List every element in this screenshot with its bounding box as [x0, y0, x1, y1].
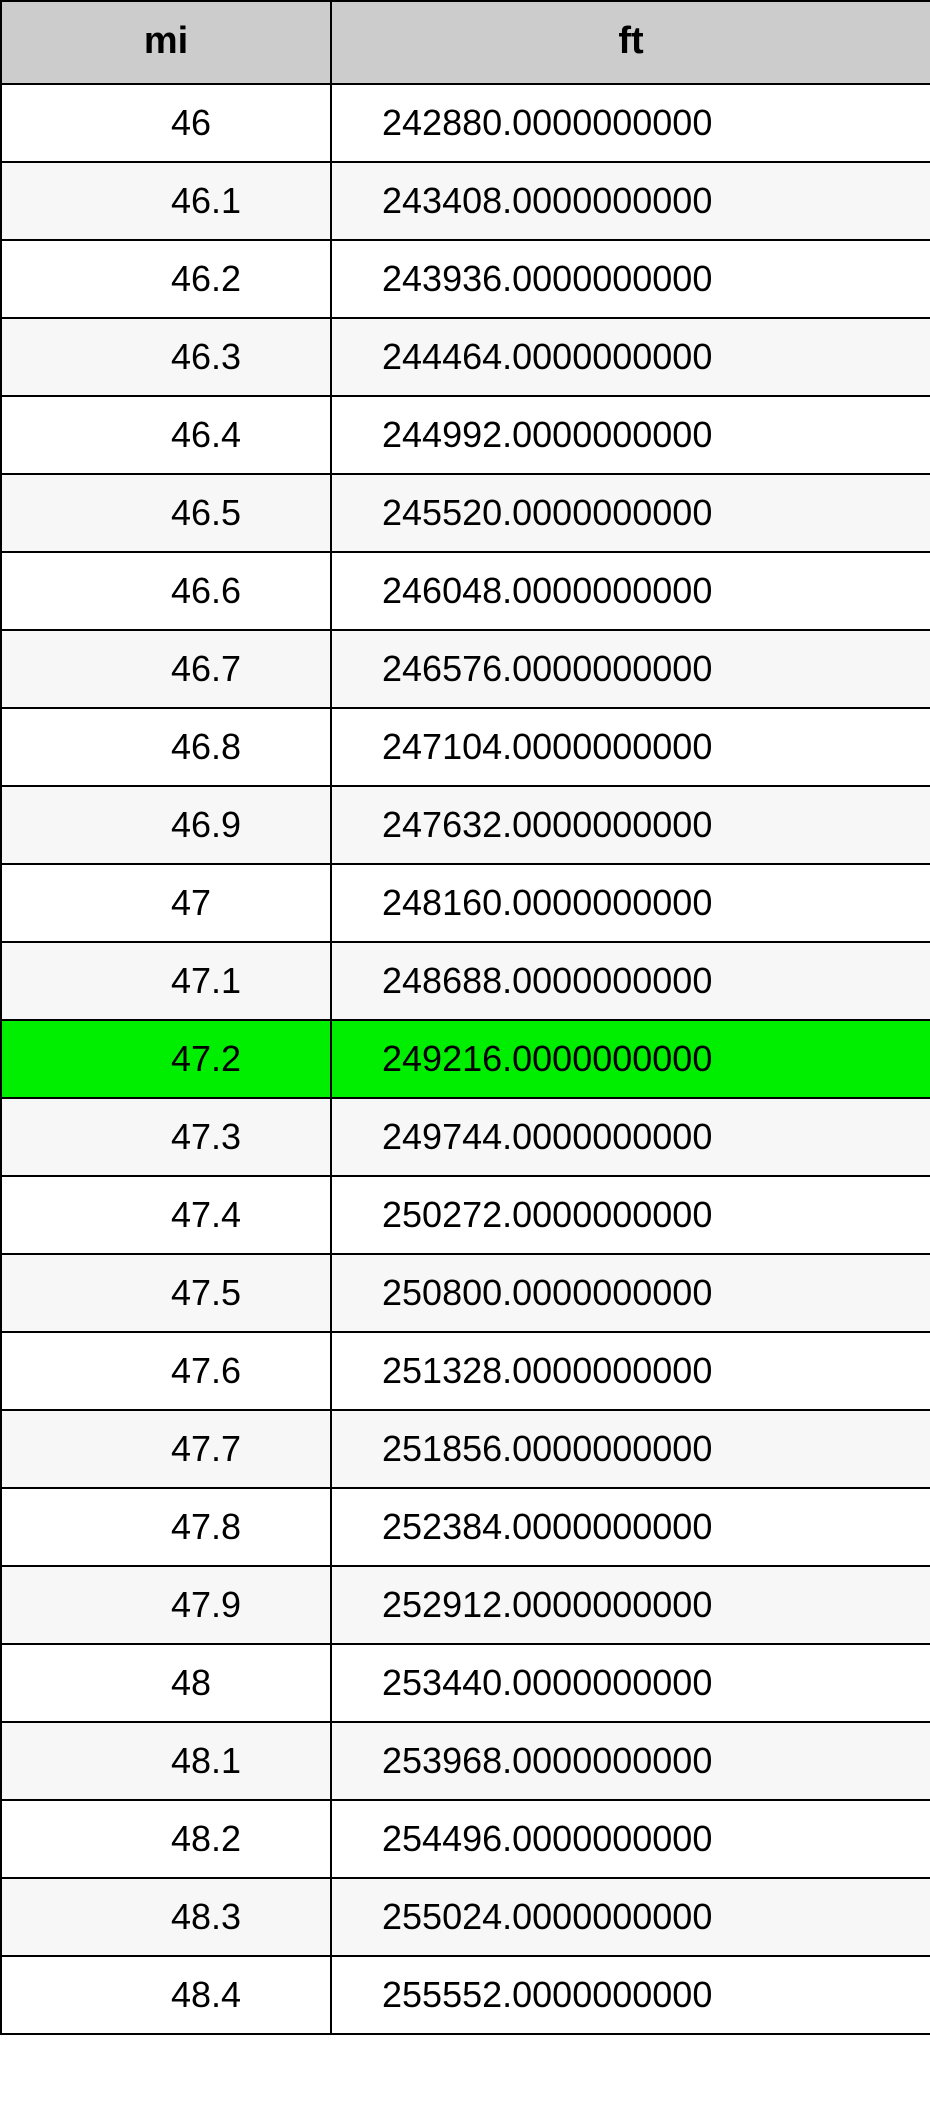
table-row: 46242880.0000000000 [1, 84, 930, 162]
table-row: 46.2243936.0000000000 [1, 240, 930, 318]
cell-mi: 48.4 [1, 1956, 331, 2034]
cell-mi: 46.1 [1, 162, 331, 240]
cell-ft: 244464.0000000000 [331, 318, 930, 396]
cell-ft: 248160.0000000000 [331, 864, 930, 942]
cell-mi: 46.4 [1, 396, 331, 474]
table-row: 48253440.0000000000 [1, 1644, 930, 1722]
cell-ft: 245520.0000000000 [331, 474, 930, 552]
cell-ft: 255024.0000000000 [331, 1878, 930, 1956]
table-row: 48.4255552.0000000000 [1, 1956, 930, 2034]
cell-ft: 251856.0000000000 [331, 1410, 930, 1488]
cell-ft: 254496.0000000000 [331, 1800, 930, 1878]
cell-mi: 46.6 [1, 552, 331, 630]
table-row: 46.3244464.0000000000 [1, 318, 930, 396]
cell-mi: 47.3 [1, 1098, 331, 1176]
table-row: 48.2254496.0000000000 [1, 1800, 930, 1878]
cell-mi: 48.2 [1, 1800, 331, 1878]
cell-ft: 251328.0000000000 [331, 1332, 930, 1410]
cell-ft: 252912.0000000000 [331, 1566, 930, 1644]
table-row: 47.2249216.0000000000 [1, 1020, 930, 1098]
cell-ft: 249216.0000000000 [331, 1020, 930, 1098]
cell-ft: 253968.0000000000 [331, 1722, 930, 1800]
cell-ft: 246048.0000000000 [331, 552, 930, 630]
cell-ft: 252384.0000000000 [331, 1488, 930, 1566]
table-row: 46.4244992.0000000000 [1, 396, 930, 474]
column-header-ft: ft [331, 1, 930, 84]
table-row: 47.9252912.0000000000 [1, 1566, 930, 1644]
table-row: 47.4250272.0000000000 [1, 1176, 930, 1254]
cell-ft: 249744.0000000000 [331, 1098, 930, 1176]
table-row: 47.3249744.0000000000 [1, 1098, 930, 1176]
cell-mi: 48 [1, 1644, 331, 1722]
cell-mi: 47 [1, 864, 331, 942]
table-row: 46.5245520.0000000000 [1, 474, 930, 552]
cell-ft: 243936.0000000000 [331, 240, 930, 318]
table-row: 46.8247104.0000000000 [1, 708, 930, 786]
cell-mi: 47.5 [1, 1254, 331, 1332]
cell-ft: 246576.0000000000 [331, 630, 930, 708]
cell-mi: 46.2 [1, 240, 331, 318]
table-row: 47248160.0000000000 [1, 864, 930, 942]
table-row: 47.1248688.0000000000 [1, 942, 930, 1020]
table-row: 46.6246048.0000000000 [1, 552, 930, 630]
cell-ft: 250800.0000000000 [331, 1254, 930, 1332]
cell-ft: 253440.0000000000 [331, 1644, 930, 1722]
cell-mi: 46.3 [1, 318, 331, 396]
column-header-mi: mi [1, 1, 331, 84]
cell-ft: 242880.0000000000 [331, 84, 930, 162]
table-row: 48.3255024.0000000000 [1, 1878, 930, 1956]
table-row: 46.7246576.0000000000 [1, 630, 930, 708]
cell-mi: 47.7 [1, 1410, 331, 1488]
table-row: 47.7251856.0000000000 [1, 1410, 930, 1488]
cell-mi: 47.9 [1, 1566, 331, 1644]
cell-ft: 248688.0000000000 [331, 942, 930, 1020]
table-row: 46.1243408.0000000000 [1, 162, 930, 240]
cell-ft: 243408.0000000000 [331, 162, 930, 240]
cell-ft: 244992.0000000000 [331, 396, 930, 474]
cell-ft: 250272.0000000000 [331, 1176, 930, 1254]
table-row: 47.8252384.0000000000 [1, 1488, 930, 1566]
cell-mi: 47.8 [1, 1488, 331, 1566]
cell-mi: 47.4 [1, 1176, 331, 1254]
cell-ft: 247632.0000000000 [331, 786, 930, 864]
cell-mi: 46 [1, 84, 331, 162]
conversion-table: mi ft 46242880.000000000046.1243408.0000… [0, 0, 930, 2035]
table-row: 47.5250800.0000000000 [1, 1254, 930, 1332]
cell-mi: 46.7 [1, 630, 331, 708]
table-header-row: mi ft [1, 1, 930, 84]
cell-mi: 47.6 [1, 1332, 331, 1410]
cell-mi: 47.2 [1, 1020, 331, 1098]
cell-ft: 247104.0000000000 [331, 708, 930, 786]
cell-mi: 46.9 [1, 786, 331, 864]
cell-mi: 48.3 [1, 1878, 331, 1956]
table-row: 48.1253968.0000000000 [1, 1722, 930, 1800]
cell-mi: 47.1 [1, 942, 331, 1020]
table-body: 46242880.000000000046.1243408.0000000000… [1, 84, 930, 2034]
table-row: 46.9247632.0000000000 [1, 786, 930, 864]
cell-mi: 46.5 [1, 474, 331, 552]
cell-mi: 48.1 [1, 1722, 331, 1800]
table-row: 47.6251328.0000000000 [1, 1332, 930, 1410]
cell-ft: 255552.0000000000 [331, 1956, 930, 2034]
conversion-table-container: mi ft 46242880.000000000046.1243408.0000… [0, 0, 930, 2035]
cell-mi: 46.8 [1, 708, 331, 786]
